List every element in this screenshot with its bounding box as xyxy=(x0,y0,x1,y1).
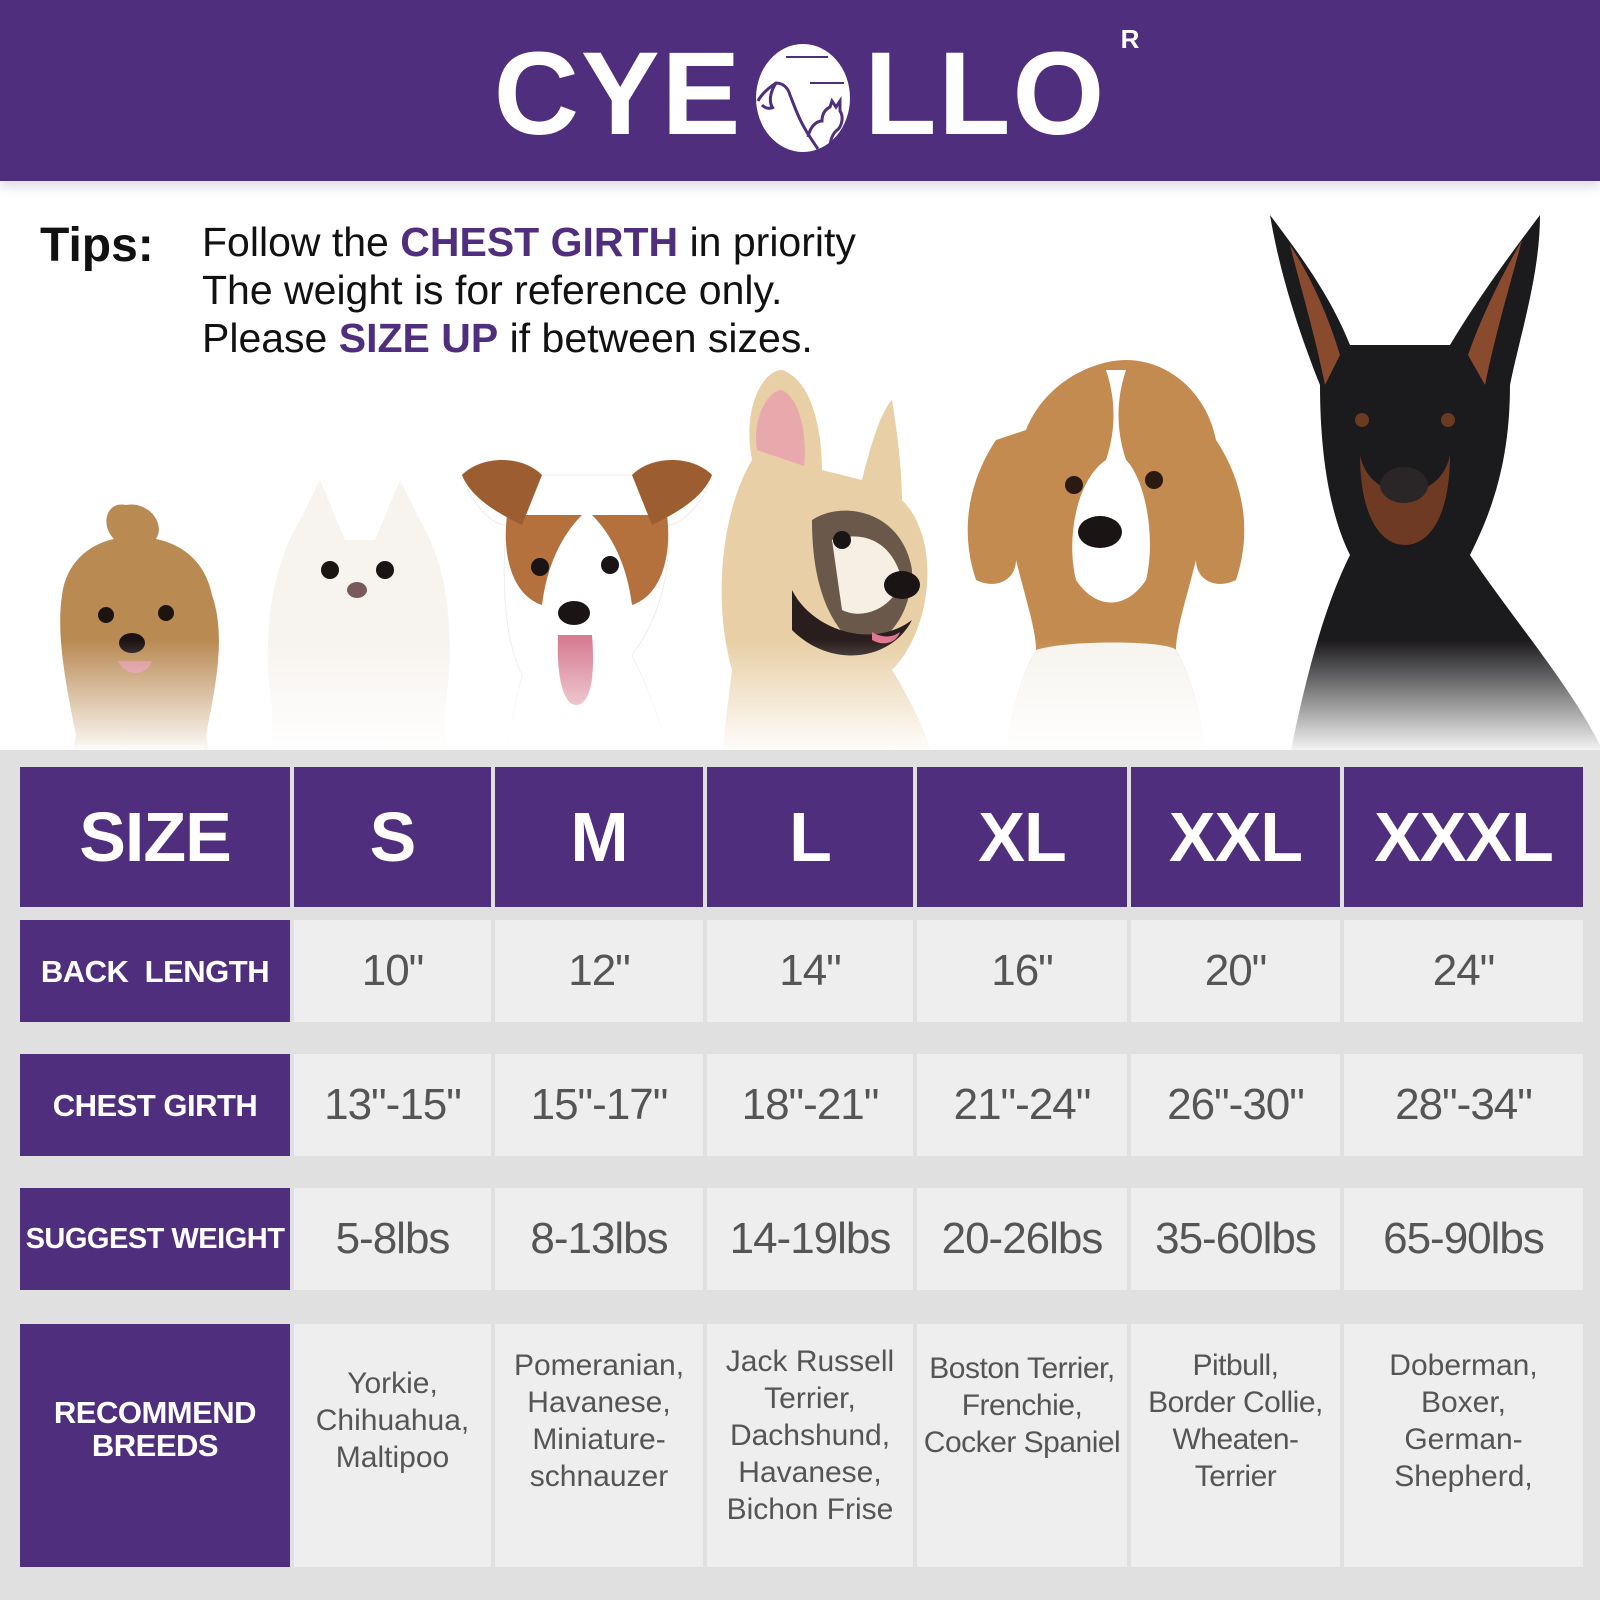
breeds-xl: Boston Terrier, Frenchie, Cocker Spaniel xyxy=(917,1324,1127,1567)
size-header-xl: XL xyxy=(917,767,1127,907)
chest-girth-m: 15"-17" xyxy=(495,1054,703,1156)
tips-label: Tips: xyxy=(40,219,154,272)
breed-line: Terrier xyxy=(1194,1459,1277,1493)
weight-s: 5-8lbs xyxy=(294,1188,491,1290)
tip-line-3-text-end: if between sizes. xyxy=(498,315,813,361)
size-header-xxl: XXL xyxy=(1131,767,1340,907)
breed-line: Wheaten- xyxy=(1172,1422,1299,1456)
breed-line: Border Collie, xyxy=(1148,1385,1323,1419)
tip-line-2: The weight is for reference only. xyxy=(202,267,783,313)
breed-line: Doberman, xyxy=(1389,1348,1538,1382)
back-length-xxxl: 24" xyxy=(1344,920,1583,1022)
row-label-back-length: BACK LENGTH xyxy=(20,920,290,1022)
breed-line: Cocker Spaniel xyxy=(923,1426,1121,1459)
breed-line: Maltipoo xyxy=(335,1441,450,1474)
breeds-m: Pomeranian, Havanese, Miniature- schnauz… xyxy=(495,1324,703,1567)
breeds-label-line-1: RECOMMEND xyxy=(53,1394,257,1430)
row-label-chest-girth: CHEST GIRTH xyxy=(20,1054,290,1156)
breed-line: Boston Terrier, xyxy=(929,1352,1115,1385)
breed-line: Bichon Frise xyxy=(726,1493,894,1526)
weight-m: 8-13lbs xyxy=(495,1188,703,1290)
breed-line: Havanese, xyxy=(738,1456,882,1489)
tip-line-3-text: Please xyxy=(202,315,339,361)
breed-line: Boxer, xyxy=(1420,1385,1507,1419)
chest-girth-s: 13"-15" xyxy=(294,1054,491,1156)
tips-text: Follow the CHEST GIRTH in priority The w… xyxy=(202,218,856,362)
breed-line: Havanese, xyxy=(527,1385,671,1419)
breed-line: Miniature- xyxy=(532,1422,666,1456)
breed-line: German- xyxy=(1404,1422,1523,1456)
breed-line: Pomeranian, xyxy=(513,1348,685,1382)
breed-line: Terrier, xyxy=(764,1382,856,1415)
brand-logo: CYE LLO xyxy=(0,34,1600,154)
weight-l: 14-19lbs xyxy=(707,1188,913,1290)
logo-text-right: LLO xyxy=(864,28,1107,160)
breed-line: Jack Russell xyxy=(725,1345,895,1378)
weight-xxxl: 65-90lbs xyxy=(1344,1188,1583,1290)
breeds-xxl: Pitbull, Border Collie, Wheaten- Terrier xyxy=(1131,1324,1340,1567)
row-label-suggest-weight: SUGGEST WEIGHT xyxy=(20,1188,290,1290)
back-length-s: 10" xyxy=(294,920,491,1022)
breed-line: Shepherd, xyxy=(1394,1459,1533,1493)
chest-girth-l: 18"-21" xyxy=(707,1054,913,1156)
tip-highlight-chest-girth: CHEST GIRTH xyxy=(400,219,679,265)
size-header-s: S xyxy=(294,767,491,907)
chest-girth-xxl: 26"-30" xyxy=(1131,1054,1340,1156)
breeds-label-line-2: BREEDS xyxy=(91,1427,219,1463)
breed-line: Chihuahua, xyxy=(315,1404,470,1437)
size-header-label: SIZE xyxy=(20,767,290,907)
back-length-m: 12" xyxy=(495,920,703,1022)
size-header-l: L xyxy=(707,767,913,907)
photo-fade-overlay xyxy=(0,640,1600,750)
breed-line: Yorkie, xyxy=(347,1367,438,1400)
breed-line: Dachshund, xyxy=(729,1419,891,1452)
logo-text-left: CYE xyxy=(493,28,743,160)
tip-line-1-text-end: in priority xyxy=(678,219,856,265)
size-header-m: M xyxy=(495,767,703,907)
tip-highlight-size-up: SIZE UP xyxy=(338,315,499,361)
brand-banner: CYE LLO R xyxy=(0,0,1600,181)
size-header-xxxl: XXXL xyxy=(1344,767,1583,907)
breed-line: schnauzer xyxy=(529,1459,669,1493)
chest-girth-xxxl: 28"-34" xyxy=(1344,1054,1583,1156)
breeds-l: Jack Russell Terrier, Dachshund, Havanes… xyxy=(707,1324,913,1567)
breeds-s: Yorkie, Chihuahua, Maltipoo xyxy=(294,1324,491,1567)
dog-cat-emblem-icon xyxy=(748,43,858,153)
breed-line: Pitbull, xyxy=(1192,1348,1279,1382)
back-length-xxl: 20" xyxy=(1131,920,1340,1022)
registered-mark-icon: R xyxy=(1120,23,1142,54)
weight-xxl: 35-60lbs xyxy=(1131,1188,1340,1290)
row-label-recommend-breeds: RECOMMEND BREEDS xyxy=(20,1324,290,1567)
breed-line: Frenchie, xyxy=(961,1389,1083,1422)
weight-xl: 20-26lbs xyxy=(917,1188,1127,1290)
tip-line-1: Follow the CHEST GIRTH in priority xyxy=(202,218,856,266)
back-length-l: 14" xyxy=(707,920,913,1022)
back-length-xl: 16" xyxy=(917,920,1127,1022)
tip-line-3: Please SIZE UP if between sizes. xyxy=(202,314,856,362)
tip-line-1-text: Follow the xyxy=(202,219,401,265)
chest-girth-xl: 21"-24" xyxy=(917,1054,1127,1156)
breeds-xxxl: Doberman, Boxer, German- Shepherd, xyxy=(1344,1324,1583,1567)
